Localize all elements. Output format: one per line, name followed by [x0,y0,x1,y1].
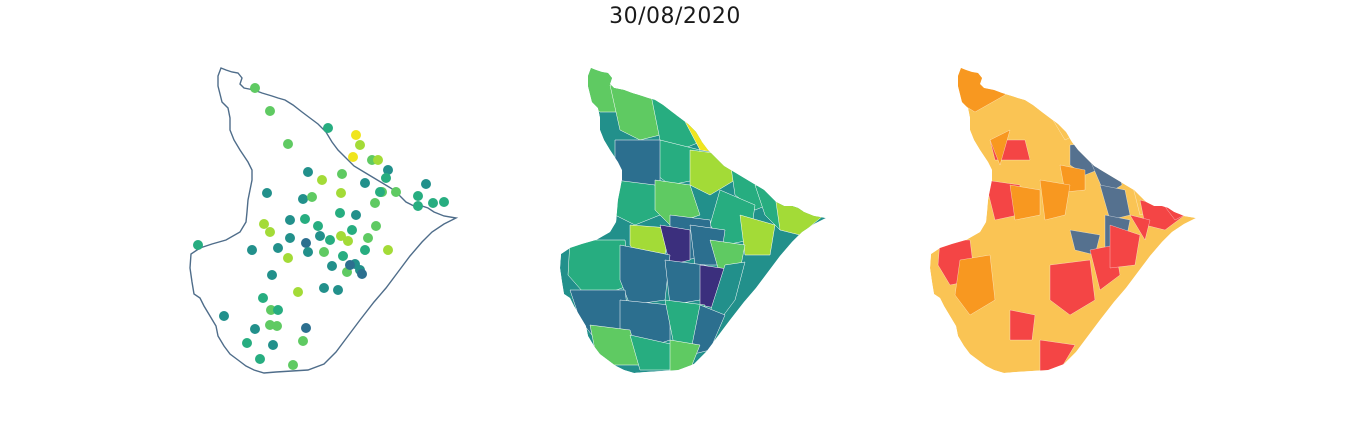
municipality-point [383,165,393,175]
page-title: 30/08/2020 [609,4,741,29]
municipality-point [265,106,275,116]
municipality-point [325,235,335,245]
municipality-point [315,231,325,241]
municipality-point [266,305,276,315]
municipality-point [351,130,361,140]
municipality-point [370,198,380,208]
municipality-point [258,293,268,303]
municipality-point [327,261,337,271]
municipality-area [1129,214,1151,241]
municipality-point [268,340,278,350]
municipality-point [293,287,303,297]
municipality-point [298,336,308,346]
municipality-point [288,360,298,370]
municipality-area [669,339,701,373]
municipality-point [283,253,293,263]
point-map [160,0,470,444]
municipality-point [273,243,283,253]
municipality-point [338,251,348,261]
municipality-area [1009,184,1041,221]
municipality-area [1049,259,1096,316]
municipality-point [298,194,308,204]
municipality-point [247,245,257,255]
municipality-point [262,188,272,198]
municipality-area [664,259,706,306]
municipality-point [348,152,358,162]
municipality-area [1009,309,1036,341]
municipality-area [954,254,996,316]
municipality-point [371,221,381,231]
municipality-point [250,324,260,334]
municipality-point [301,323,311,333]
municipality-point [303,167,313,177]
municipality-point [265,227,275,237]
municipality-point [360,245,370,255]
municipality-point [313,221,323,231]
municipality-point [285,215,295,225]
municipality-point [265,320,275,330]
municipality-point [337,169,347,179]
municipality-point [319,283,329,293]
municipality-point [391,187,401,197]
municipality-point [317,175,327,185]
municipality-area [989,129,1011,166]
municipality-point [255,354,265,364]
municipality-point [439,197,449,207]
municipality-point [428,198,438,208]
municipality-point [336,231,346,241]
municipality-point [343,236,353,246]
municipality-point [357,269,367,279]
municipality-point [383,245,393,255]
municipality-point [250,83,260,93]
municipality-point [242,338,252,348]
municipality-area [1039,179,1071,221]
municipality-point [323,123,333,133]
classified-map [900,0,1210,444]
municipality-point [413,191,423,201]
municipality-point [333,285,343,295]
municipality-point [273,305,283,315]
municipality-area [1109,224,1141,269]
municipality-area [739,214,776,256]
municipality-point [267,270,277,280]
choropleth-map-svg [560,68,826,373]
municipality-point [307,192,317,202]
municipality-point [381,173,391,183]
municipality-area [709,261,746,321]
municipality-point [259,219,269,229]
choropleth-map [530,0,840,444]
municipality-point [319,247,329,257]
municipality-point [351,210,361,220]
municipality-point [373,155,383,165]
municipality-area [774,194,826,236]
classified-map-svg [930,68,1196,373]
municipality-point [283,139,293,149]
municipality-point [375,187,385,197]
municipality-area [714,124,756,166]
municipality-point [360,178,370,188]
municipality-point [363,233,373,243]
municipality-point [285,233,295,243]
region-outline [189,67,457,374]
municipality-point [413,201,423,211]
municipality-point [301,238,311,248]
municipality-point [345,260,355,270]
municipality-area [589,324,641,366]
municipality-point [336,188,346,198]
municipality-point [355,140,365,150]
municipality-point [347,225,357,235]
municipality-point [193,240,203,250]
municipality-point [421,179,431,189]
municipality-area [619,244,671,306]
municipality-point [303,247,313,257]
point-map-svg [189,67,457,374]
municipality-point [219,311,229,321]
municipality-point [300,214,310,224]
municipality-point [335,208,345,218]
